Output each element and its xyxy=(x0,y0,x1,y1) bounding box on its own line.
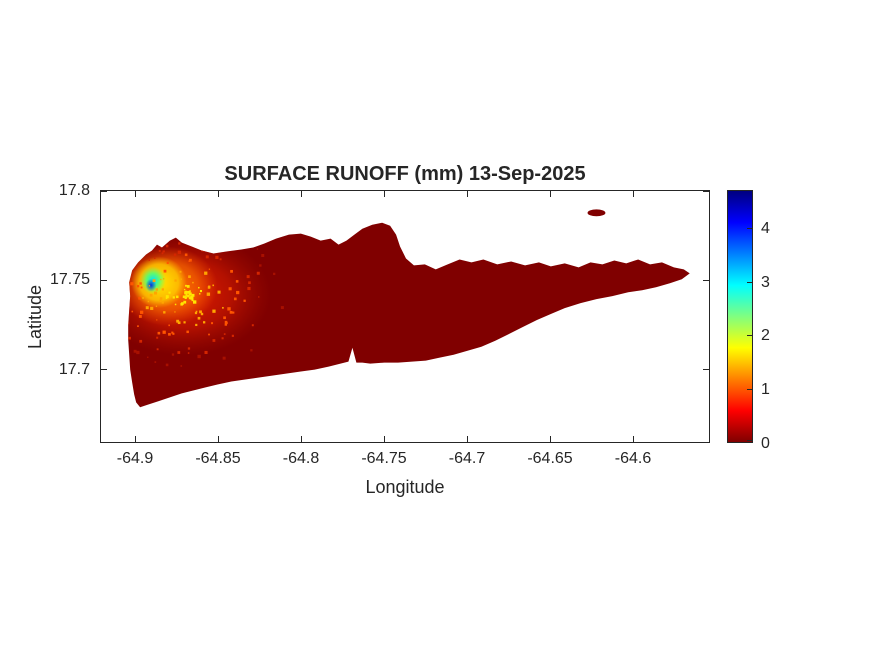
y-tick-mark xyxy=(101,191,107,192)
x-axis-label: Longitude xyxy=(365,477,445,497)
x-tick-mark xyxy=(218,436,219,442)
x-tick-mark xyxy=(301,436,302,442)
runoff-map-canvas xyxy=(128,209,690,408)
plot-area xyxy=(100,190,710,443)
x-tick-mark xyxy=(467,436,468,442)
x-tick-label: -64.6 xyxy=(614,450,652,467)
x-tick-mark xyxy=(218,191,219,197)
y-tick-label: 17.75 xyxy=(49,271,90,288)
colorbar-tick-label: 4 xyxy=(761,220,770,237)
x-tick-mark xyxy=(301,191,302,197)
x-tick-label: -64.8 xyxy=(282,450,320,467)
x-tick-mark xyxy=(633,436,634,442)
y-tick-mark xyxy=(703,191,709,192)
x-tick-mark xyxy=(135,436,136,442)
y-tick-label: 17.7 xyxy=(58,361,90,378)
x-tick-label: -64.85 xyxy=(195,450,241,467)
x-tick-label: -64.7 xyxy=(448,450,486,467)
x-tick-label: -64.75 xyxy=(361,450,407,467)
colorbar-tick-mark xyxy=(747,389,752,390)
y-tick-label: 17.8 xyxy=(58,182,90,199)
colorbar-tick-mark xyxy=(747,282,752,283)
y-tick-mark xyxy=(101,280,107,281)
colorbar-tick-label: 1 xyxy=(761,381,770,398)
colorbar-tick-mark xyxy=(747,335,752,336)
colorbar-tick-mark xyxy=(747,228,752,229)
y-tick-mark xyxy=(703,280,709,281)
colorbar xyxy=(727,190,753,443)
colorbar-tick-label: 2 xyxy=(761,327,770,344)
colorbar-tick-mark xyxy=(747,440,752,441)
x-tick-mark xyxy=(384,436,385,442)
colorbar-tick-label: 0 xyxy=(761,435,770,452)
x-tick-label: -64.9 xyxy=(116,450,154,467)
x-tick-mark xyxy=(135,191,136,197)
colorbar-tick-label: 3 xyxy=(761,274,770,291)
x-tick-mark xyxy=(550,436,551,442)
chart-title: SURFACE RUNOFF (mm) 13-Sep-2025 xyxy=(224,163,586,185)
x-tick-mark xyxy=(550,191,551,197)
x-tick-mark xyxy=(467,191,468,197)
y-tick-mark xyxy=(703,369,709,370)
x-tick-mark xyxy=(384,191,385,197)
buck-islet xyxy=(587,209,606,217)
x-tick-label: -64.65 xyxy=(527,450,573,467)
y-tick-mark xyxy=(101,369,107,370)
x-tick-mark xyxy=(633,191,634,197)
